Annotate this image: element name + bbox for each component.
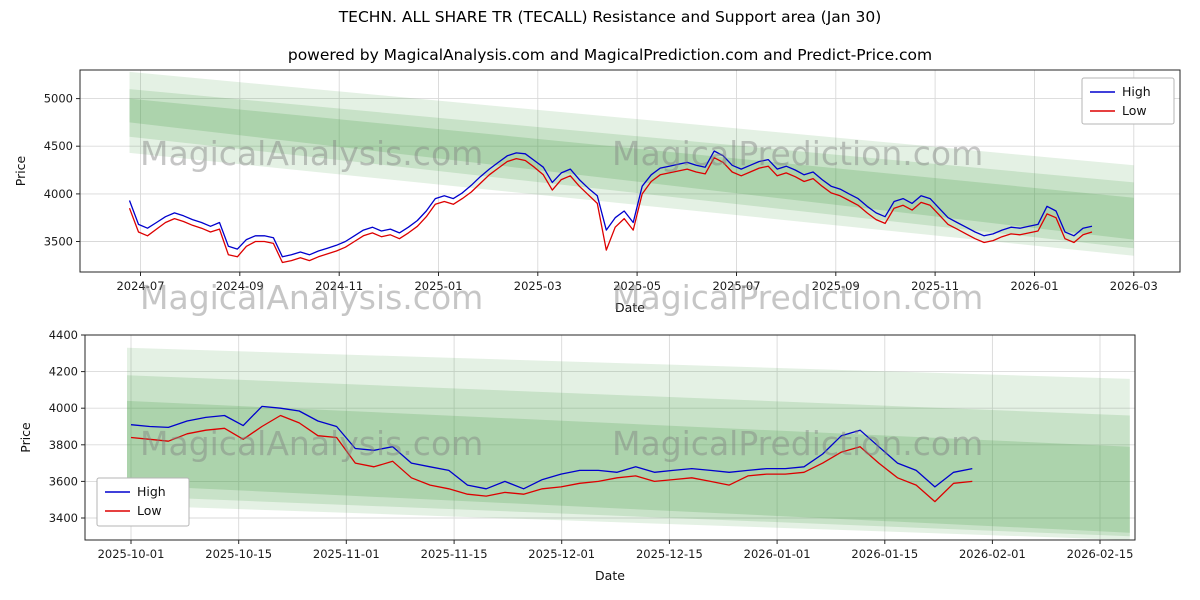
x-tick-label: 2025-11-15 bbox=[421, 547, 488, 561]
legend-label: High bbox=[1122, 84, 1151, 99]
support-resistance-band bbox=[129, 71, 1134, 256]
x-tick-label: 2025-11 bbox=[911, 279, 959, 293]
x-tick-label: 2026-01-15 bbox=[851, 547, 918, 561]
x-tick-label: 2026-03 bbox=[1110, 279, 1158, 293]
low-line bbox=[128, 157, 1093, 264]
x-tick-label: 2026-02-15 bbox=[1067, 547, 1134, 561]
x-tick-label: 2025-12-15 bbox=[636, 547, 703, 561]
y-tick-label: 4000 bbox=[49, 401, 78, 415]
x-tick-label: 2025-01 bbox=[414, 279, 462, 293]
x-tick-label: 2026-01 bbox=[1010, 279, 1058, 293]
y-tick-label: 5000 bbox=[44, 92, 73, 106]
x-tick-label: 2024-09 bbox=[216, 279, 264, 293]
x-axis-label: Date bbox=[595, 568, 625, 583]
high-line bbox=[128, 150, 1093, 258]
top-chart: 2024-07 2024-09 2024-11 2025-01 2025-03 2025-… bbox=[13, 69, 1181, 315]
y-axis-label: Price bbox=[18, 422, 33, 453]
x-tick-label: 2025-07 bbox=[712, 279, 760, 293]
legend-label: Low bbox=[137, 503, 162, 518]
y-tick-label: 4000 bbox=[44, 187, 73, 201]
plot-border bbox=[84, 334, 1136, 541]
x-tick-label: 2026-02-01 bbox=[959, 547, 1026, 561]
chart-subtitle: powered by MagicalAnalysis.com and Magic… bbox=[287, 46, 933, 64]
x-tick-label: 2025-12-01 bbox=[528, 547, 595, 561]
legend-label: High bbox=[137, 484, 166, 499]
support-resistance-band bbox=[127, 400, 1130, 533]
y-tick-label: 4500 bbox=[44, 139, 73, 153]
x-tick-label: 2026-01-01 bbox=[744, 547, 811, 561]
y-tick-label: 4200 bbox=[49, 365, 78, 379]
y-axis-label: Price bbox=[13, 155, 28, 186]
support-resistance-band bbox=[127, 347, 1130, 540]
support-resistance-band bbox=[127, 375, 1130, 537]
high-line bbox=[130, 405, 973, 490]
chart-title: TECHN. ALL SHARE TR (TECALL) Resistance … bbox=[338, 8, 882, 26]
y-tick-label: 3800 bbox=[49, 438, 78, 452]
x-axis-label: Date bbox=[615, 300, 645, 315]
x-tick-label: 2025-11-01 bbox=[313, 547, 380, 561]
legend-box bbox=[96, 477, 190, 527]
x-tick-label: 2025-03 bbox=[514, 279, 562, 293]
legend-label: Low bbox=[1122, 103, 1147, 118]
y-tick-label: 3400 bbox=[49, 511, 78, 525]
plot-border bbox=[79, 69, 1181, 273]
support-resistance-band bbox=[129, 89, 1134, 249]
y-tick-label: 3500 bbox=[44, 235, 73, 249]
bottom-chart: 2025-10-01 2025-10-15 2025-11-01 2025-11-15… bbox=[18, 328, 1136, 583]
y-tick-label: 4400 bbox=[49, 328, 78, 342]
legend-box bbox=[1081, 77, 1175, 125]
x-tick-label: 2025-10-15 bbox=[205, 547, 272, 561]
low-line bbox=[130, 414, 973, 503]
support-resistance-band bbox=[129, 98, 1134, 240]
x-tick-label: 2025-10-01 bbox=[98, 547, 165, 561]
x-tick-label: 2025-05 bbox=[613, 279, 661, 293]
x-tick-label: 2024-07 bbox=[116, 279, 164, 293]
y-tick-label: 3600 bbox=[49, 474, 78, 488]
x-tick-label: 2025-09 bbox=[812, 279, 860, 293]
plot-background bbox=[85, 335, 1135, 540]
x-tick-label: 2024-11 bbox=[315, 279, 363, 293]
